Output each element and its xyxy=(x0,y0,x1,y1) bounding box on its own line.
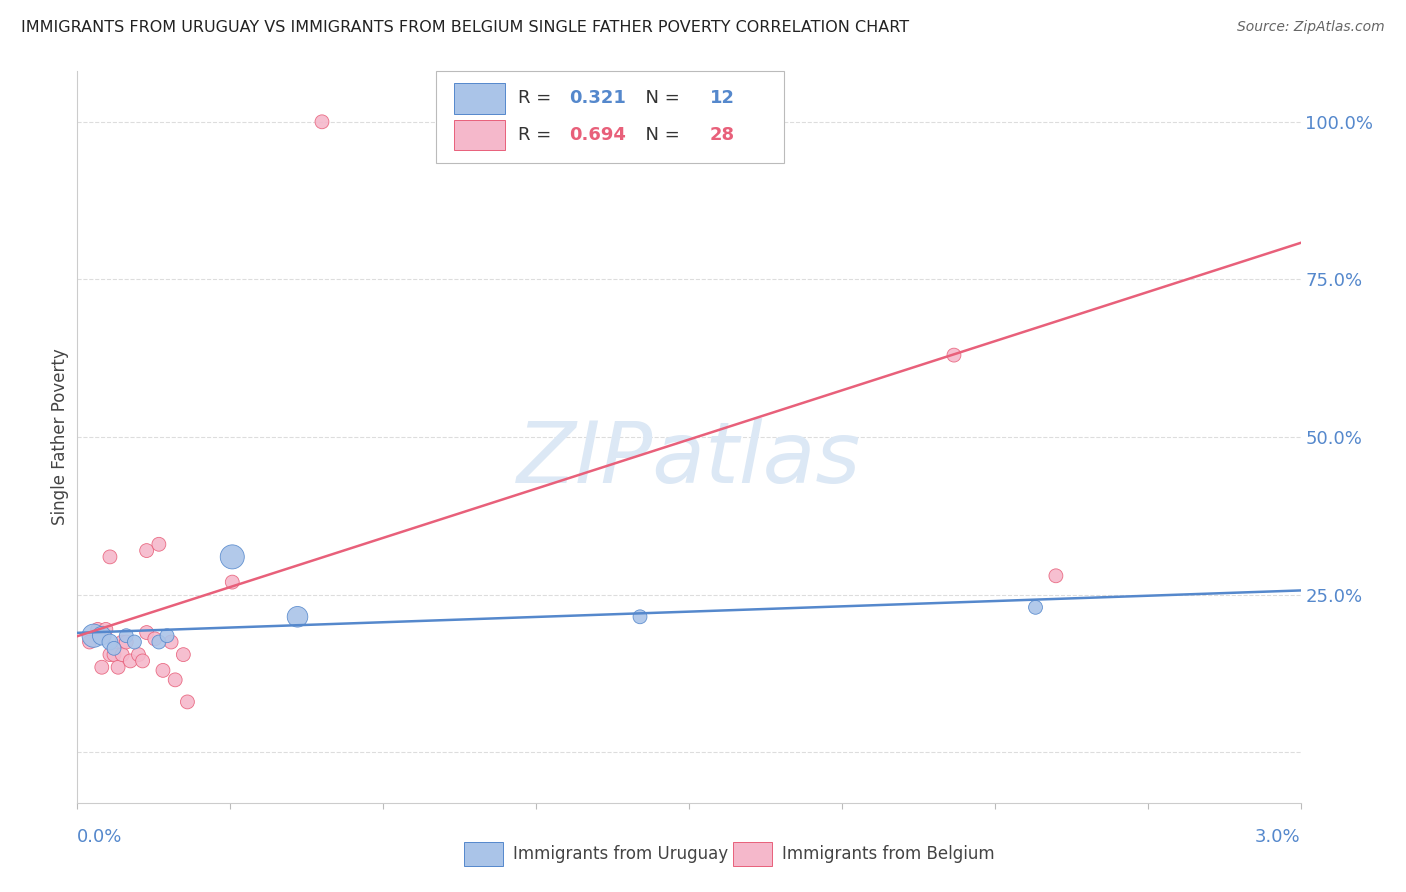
Y-axis label: Single Father Poverty: Single Father Poverty xyxy=(51,349,69,525)
Point xyxy=(107,660,129,674)
Text: Source: ZipAtlas.com: Source: ZipAtlas.com xyxy=(1237,20,1385,34)
Point xyxy=(90,660,112,674)
Point xyxy=(628,609,651,624)
Point xyxy=(87,623,110,637)
Point xyxy=(94,623,117,637)
Text: 3.0%: 3.0% xyxy=(1256,828,1301,846)
Text: N =: N = xyxy=(634,126,685,144)
Point xyxy=(221,575,243,590)
Point xyxy=(115,635,138,649)
Point xyxy=(311,115,333,129)
Point xyxy=(287,609,309,624)
Text: N =: N = xyxy=(634,89,685,107)
FancyBboxPatch shape xyxy=(464,841,503,866)
Point xyxy=(143,632,166,646)
Point xyxy=(135,543,157,558)
Point xyxy=(90,629,112,643)
Point xyxy=(128,648,150,662)
Point xyxy=(103,648,125,662)
Text: ZIPatlas: ZIPatlas xyxy=(517,417,860,500)
Point xyxy=(79,635,101,649)
Point xyxy=(160,635,183,649)
Point xyxy=(135,625,157,640)
Point xyxy=(148,635,170,649)
Point xyxy=(98,648,121,662)
Point xyxy=(165,673,187,687)
Text: Immigrants from Uruguay: Immigrants from Uruguay xyxy=(513,845,728,863)
Point xyxy=(221,549,243,564)
Point xyxy=(98,549,121,564)
Point xyxy=(120,654,142,668)
Text: IMMIGRANTS FROM URUGUAY VS IMMIGRANTS FROM BELGIUM SINGLE FATHER POVERTY CORRELA: IMMIGRANTS FROM URUGUAY VS IMMIGRANTS FR… xyxy=(21,20,910,35)
Text: 12: 12 xyxy=(710,89,735,107)
Point xyxy=(156,629,179,643)
Text: Immigrants from Belgium: Immigrants from Belgium xyxy=(782,845,994,863)
Text: 0.0%: 0.0% xyxy=(77,828,122,846)
Point xyxy=(172,648,194,662)
Text: R =: R = xyxy=(517,89,557,107)
Point xyxy=(596,115,619,129)
Text: R =: R = xyxy=(517,126,557,144)
Point xyxy=(115,629,138,643)
Point xyxy=(111,648,134,662)
Point xyxy=(83,629,105,643)
Text: 0.321: 0.321 xyxy=(569,89,626,107)
Point xyxy=(176,695,198,709)
FancyBboxPatch shape xyxy=(733,841,772,866)
Point xyxy=(131,654,153,668)
Point xyxy=(148,537,170,551)
FancyBboxPatch shape xyxy=(436,71,785,163)
Point xyxy=(98,635,121,649)
Point xyxy=(1025,600,1047,615)
Text: 0.694: 0.694 xyxy=(569,126,626,144)
Text: 28: 28 xyxy=(710,126,735,144)
FancyBboxPatch shape xyxy=(454,120,506,151)
Point xyxy=(124,635,146,649)
Point xyxy=(111,635,134,649)
Point xyxy=(1045,569,1067,583)
Point xyxy=(103,641,125,656)
FancyBboxPatch shape xyxy=(454,83,506,114)
Point xyxy=(943,348,966,362)
Point xyxy=(152,664,174,678)
